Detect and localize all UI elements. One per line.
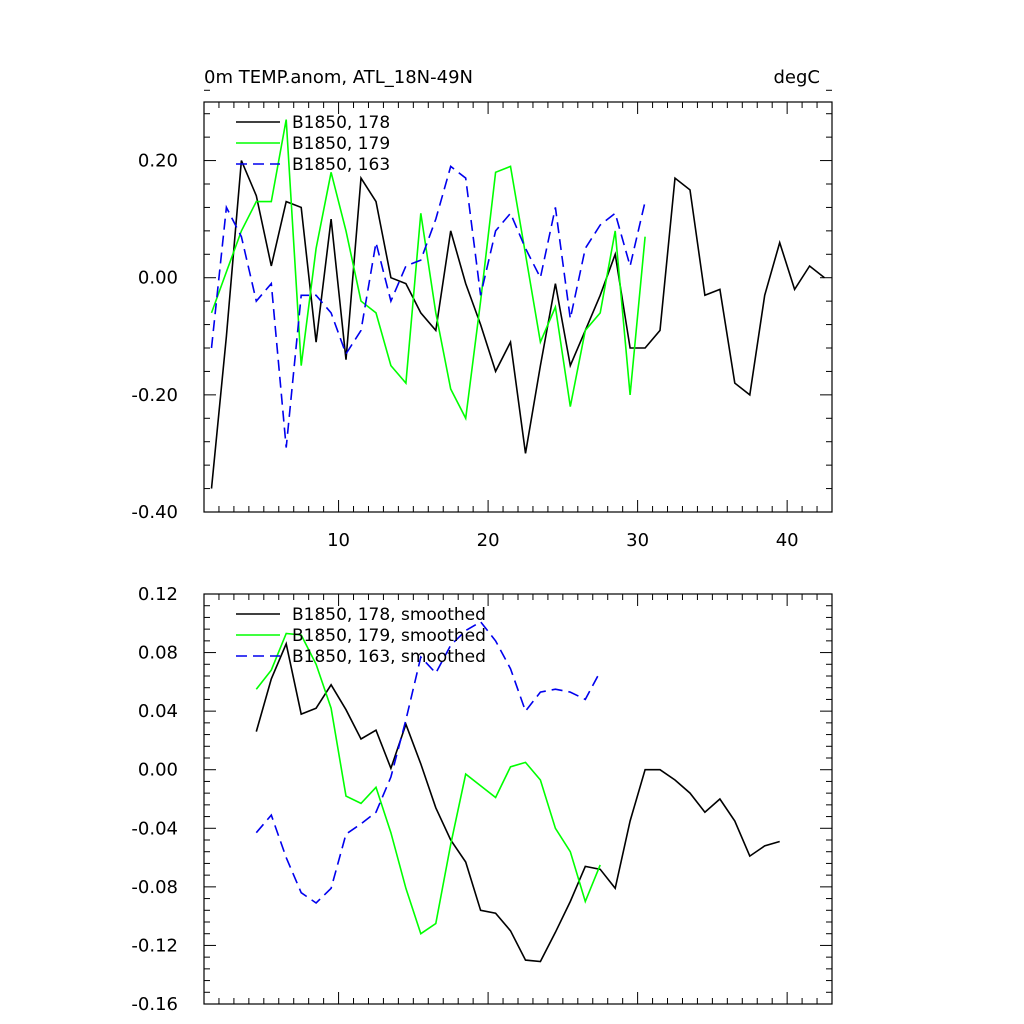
chart-panel-bottom: -0.16 -0.12 -0.08 -0.04 0.00 0.04 0.08 0.12 B18…	[131, 584, 833, 1015]
y-tick-label: 0.00	[138, 760, 178, 781]
axes: 10 20 30 40 -0.40 -0.20 0.00 0.20	[131, 89, 833, 551]
y-tick-label: -0.12	[131, 935, 178, 956]
chart-title: 0m TEMP.anom, ATL_18N-49N	[204, 67, 473, 88]
legend-label: B1850, 179, smoothed	[292, 626, 486, 646]
units-label: degC	[774, 67, 821, 88]
y-tick-label: 0.00	[138, 268, 178, 289]
x-tick-label: 20	[477, 530, 500, 551]
x-tick-label: 10	[327, 530, 350, 551]
y-tick-label: 0.12	[138, 584, 178, 605]
legend-label: B1850, 163, smoothed	[292, 647, 486, 667]
chart-panel-top: 0m TEMP.anom, ATL_18N-49N degC 10 20 30 40 -…	[131, 67, 833, 551]
x-tick-label: 30	[626, 530, 649, 551]
series-line	[210, 119, 646, 421]
y-tick-label: -0.04	[131, 818, 178, 839]
legend-label: B1850, 163	[292, 155, 390, 175]
x-tick-label: 40	[776, 530, 799, 551]
legend-label: B1850, 178	[292, 113, 390, 133]
y-tick-label: -0.40	[131, 502, 178, 523]
y-tick-label: 0.20	[138, 151, 178, 172]
y-tick-label: -0.16	[131, 994, 178, 1015]
axes: -0.16 -0.12 -0.08 -0.04 0.00 0.04 0.08 0.12	[131, 584, 833, 1015]
series-line	[210, 160, 825, 489]
series-line	[255, 632, 601, 935]
legend-label: B1850, 179	[292, 134, 390, 154]
series-group	[210, 119, 825, 489]
y-tick-label: -0.20	[131, 385, 178, 406]
y-tick-label: 0.08	[138, 643, 178, 664]
y-tick-label: 0.04	[138, 701, 178, 722]
series-line	[255, 620, 601, 905]
legend-label: B1850, 178, smoothed	[292, 605, 486, 625]
series-line	[210, 165, 646, 448]
series-group	[255, 620, 780, 963]
y-tick-label: -0.08	[131, 877, 178, 898]
series-line	[255, 641, 780, 963]
